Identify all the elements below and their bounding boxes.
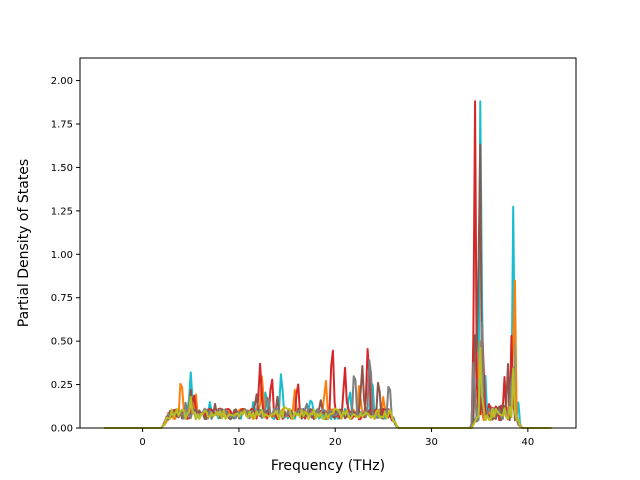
plot-area (80, 58, 576, 428)
y-tick-label: 1.25 (51, 206, 73, 217)
x-axis-label: Frequency (THz) (271, 458, 385, 474)
x-tick-label: 30 (425, 437, 438, 448)
x-axis-ticks: 0 10 20 30 40 (139, 428, 534, 448)
y-axis-label: Partial Density of States (16, 159, 32, 327)
y-tick-label: 1.75 (51, 120, 73, 131)
y-tick-label: 0.50 (51, 337, 73, 348)
series-layer (104, 100, 552, 429)
y-tick-label: 0.00 (51, 424, 73, 435)
y-tick-label: 1.50 (51, 163, 73, 174)
x-tick-label: 10 (233, 437, 246, 448)
y-tick-label: 1.00 (51, 250, 73, 261)
plot-frame (79, 57, 577, 429)
x-tick-label: 0 (139, 437, 145, 448)
pdos-series-line (104, 346, 552, 429)
y-axis-ticks: 0.00 0.25 0.50 0.75 1.00 1.25 1.50 1.75 2.00 (51, 76, 80, 435)
y-tick-label: 0.75 (51, 293, 73, 304)
x-tick-label: 20 (329, 437, 342, 448)
x-tick-label: 40 (521, 437, 534, 448)
y-tick-label: 2.00 (51, 76, 73, 87)
y-tick-label: 0.25 (51, 380, 73, 391)
